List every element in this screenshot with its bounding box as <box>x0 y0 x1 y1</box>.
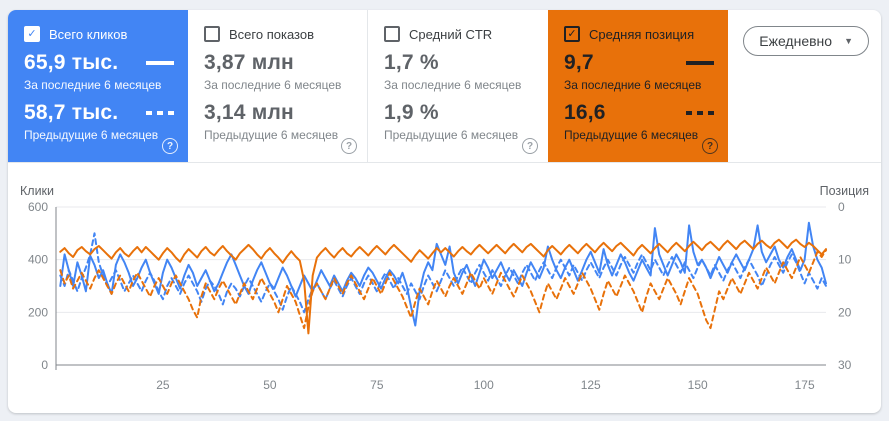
metric-value-previous: 1,9 % <box>384 101 439 124</box>
current-period-label: За последние 6 месяцев <box>384 78 522 92</box>
help-icon[interactable]: ? <box>341 138 357 154</box>
left-axis-tick-label: 0 <box>41 358 48 372</box>
x-axis-tick-label: 100 <box>474 378 494 392</box>
current-period-label: За последние 6 месяцев <box>564 78 702 92</box>
right-axis-tick-label: 10 <box>838 253 852 267</box>
metric-cards-row: ✓ Всего кликов 65,9 тыс. За последние 6 … <box>8 10 881 163</box>
metric-value-current: 9,7 <box>564 51 594 74</box>
metric-card-total-impressions[interactable]: Всего показов 3,87 млн За последние 6 ме… <box>188 10 368 162</box>
previous-value-row: 58,7 тыс. <box>24 101 176 125</box>
solid-line-legend-icon <box>686 61 714 65</box>
granularity-dropdown[interactable]: Ежедневно ▼ <box>743 26 869 56</box>
checked-checkbox-icon[interactable]: ✓ <box>564 26 580 42</box>
current-value-row: 65,9 тыс. <box>24 51 176 75</box>
current-value-row: 9,7 <box>564 51 716 75</box>
metric-card-header: Всего показов <box>204 26 355 42</box>
metric-card-label: Всего кликов <box>49 26 128 42</box>
current-period-label: За последние 6 месяцев <box>204 78 342 92</box>
x-axis-tick-label: 75 <box>370 378 384 392</box>
granularity-dropdown-label: Ежедневно <box>759 33 833 49</box>
x-axis-tick-label: 25 <box>156 378 170 392</box>
current-period-label: За последние 6 месяцев <box>24 78 162 92</box>
chevron-down-icon: ▼ <box>844 35 853 46</box>
checked-checkbox-icon[interactable]: ✓ <box>24 26 40 42</box>
metric-card-label: Средний CTR <box>409 26 493 42</box>
solid-line-legend-icon <box>146 61 174 65</box>
metric-value-previous: 3,14 млн <box>204 101 294 124</box>
metric-value-current: 1,7 % <box>384 51 439 74</box>
current-value-row: 1,7 % <box>384 51 536 75</box>
previous-period-label: Предыдущие 6 месяцев <box>204 128 339 142</box>
metric-value-current: 65,9 тыс. <box>24 51 119 74</box>
right-axis-tick-label: 20 <box>838 305 852 319</box>
unchecked-checkbox-icon[interactable] <box>384 26 400 42</box>
metric-value-previous: 16,6 <box>564 101 606 124</box>
previous-value-row: 16,6 <box>564 101 716 125</box>
left-axis-title: Клики <box>20 184 55 198</box>
previous-value-row: 1,9 % <box>384 101 536 125</box>
right-axis-tick-label: 30 <box>838 358 852 372</box>
right-axis-tick-label: 0 <box>838 200 845 214</box>
help-icon[interactable]: ? <box>702 138 718 154</box>
metric-value-previous: 58,7 тыс. <box>24 101 119 124</box>
chart-line-position-current <box>59 238 827 335</box>
metric-card-header: Средний CTR <box>384 26 536 42</box>
previous-period-label: Предыдущие 6 месяцев <box>24 128 159 142</box>
chart-line-clicks-previous <box>59 232 827 314</box>
previous-value-row: 3,14 млн <box>204 101 355 125</box>
performance-chart: 0 200 400 600 0 10 20 30 25 50 75 100 125 150 175 <box>28 200 852 392</box>
dashed-line-legend-icon <box>686 111 714 115</box>
metric-card-label: Средняя позиция <box>589 26 695 42</box>
right-axis-title: Позиция <box>819 184 869 198</box>
x-axis-tick-label: 125 <box>581 378 601 392</box>
metric-card-header: ✓ Средняя позиция <box>564 26 716 42</box>
chart-line-position-previous <box>59 249 827 330</box>
checkmark-icon: ✓ <box>27 27 37 40</box>
x-axis-tick-label: 50 <box>263 378 277 392</box>
metric-card-label: Всего показов <box>229 26 314 42</box>
metric-value-current: 3,87 млн <box>204 51 294 74</box>
left-axis-tick-label: 200 <box>28 305 48 319</box>
previous-period-label: Предыдущие 6 месяцев <box>564 128 699 142</box>
left-axis-tick-label: 600 <box>28 200 48 214</box>
metric-card-header: ✓ Всего кликов <box>24 26 176 42</box>
x-axis-tick-label: 175 <box>795 378 815 392</box>
unchecked-checkbox-icon[interactable] <box>204 26 220 42</box>
metric-card-average-ctr[interactable]: Средний CTR 1,7 % За последние 6 месяцев… <box>368 10 548 162</box>
help-icon[interactable]: ? <box>162 138 178 154</box>
help-icon[interactable]: ? <box>522 138 538 154</box>
metric-card-total-clicks[interactable]: ✓ Всего кликов 65,9 тыс. За последние 6 … <box>8 10 188 162</box>
dashed-line-legend-icon <box>146 111 174 115</box>
chart-line-clicks-current <box>59 221 827 327</box>
current-value-row: 3,87 млн <box>204 51 355 75</box>
checkmark-icon: ✓ <box>567 27 577 40</box>
left-axis-tick-label: 400 <box>28 253 48 267</box>
x-axis-tick-label: 150 <box>688 378 708 392</box>
metric-card-average-position[interactable]: ✓ Средняя позиция 9,7 За последние 6 мес… <box>548 10 728 162</box>
performance-panel: ✓ Всего кликов 65,9 тыс. За последние 6 … <box>8 10 881 413</box>
previous-period-label: Предыдущие 6 месяцев <box>384 128 519 142</box>
